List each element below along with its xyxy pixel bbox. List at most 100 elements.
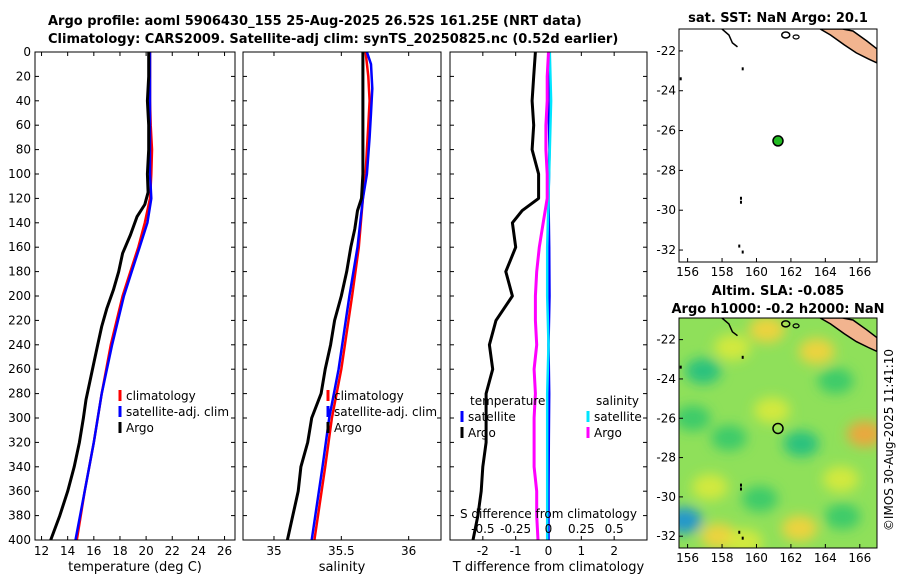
y-tick-label: 40 <box>16 94 31 108</box>
sla-patch <box>714 334 751 361</box>
map-frame <box>678 28 878 263</box>
y-tick-label: 20 <box>16 69 31 83</box>
island-marker <box>741 355 744 359</box>
y-tick-label: 260 <box>8 362 31 376</box>
sla-map-title: Altim. SLA: -0.085 <box>712 284 844 299</box>
lat-tick-label: -28 <box>656 163 676 177</box>
lon-tick-label: 166 <box>848 265 871 279</box>
lon-tick-label: 158 <box>711 265 734 279</box>
island-marker <box>739 200 742 204</box>
lat-tick-label: -32 <box>656 529 676 543</box>
series-line-s-argo <box>532 52 550 540</box>
lat-tick-label: -32 <box>656 243 676 257</box>
x-tick-label: 18 <box>112 544 127 558</box>
island-marker <box>741 67 744 71</box>
legend-label: climatology <box>334 389 404 403</box>
legend-label: satellite-adj. clim <box>126 405 229 419</box>
y-tick-label: 200 <box>8 289 31 303</box>
lat-tick-label: -30 <box>656 490 676 504</box>
x-tick-label: -2 <box>477 544 489 558</box>
y-tick-label: 120 <box>8 191 31 205</box>
lon-tick-label: 162 <box>779 265 802 279</box>
plot-frame <box>34 51 236 541</box>
x-tick-label: 20 <box>138 544 153 558</box>
lon-tick-label: 156 <box>676 265 699 279</box>
island-marker <box>739 483 742 487</box>
x-tick-label: 36 <box>401 544 416 558</box>
sla-patch <box>781 515 818 542</box>
y-tick-label: 340 <box>8 460 31 474</box>
island-marker <box>738 530 741 534</box>
sla-patch <box>798 338 835 365</box>
profile-title: Argo profile: aoml 5906430_155 25-Aug-20… <box>48 14 582 29</box>
y-tick-label: 400 <box>8 533 31 547</box>
lon-tick-label: 158 <box>711 551 734 565</box>
x-tick-label: 12 <box>34 544 49 558</box>
x-axis-label: salinity <box>319 560 366 575</box>
lon-tick-label: 164 <box>814 265 837 279</box>
plot-frame <box>449 51 648 541</box>
sla-field <box>679 318 877 548</box>
sla-patch <box>846 420 877 447</box>
sla-patch <box>726 529 763 548</box>
x-tick-label: -1 <box>510 544 522 558</box>
lon-tick-label: 160 <box>745 551 768 565</box>
sla-patch <box>748 318 785 343</box>
sla-patch <box>685 358 722 385</box>
x-tick-label: 16 <box>86 544 101 558</box>
x-tick-label: 26 <box>217 544 232 558</box>
legend-label: satellite-adj. clim <box>334 405 437 419</box>
series-group <box>285 52 374 540</box>
lat-tick-label: -22 <box>656 44 676 58</box>
lat-tick-label: -26 <box>656 124 676 138</box>
y-tick-label: 80 <box>16 143 31 157</box>
plot-frame <box>242 51 442 541</box>
argo-position-marker <box>772 422 784 435</box>
sla-patch <box>824 503 861 530</box>
lon-tick-label: 156 <box>676 551 699 565</box>
x-tick-label: 0 <box>545 544 553 558</box>
lat-tick-label: -28 <box>656 451 676 465</box>
sla-patch <box>753 397 790 424</box>
x-tick-label: 1 <box>578 544 586 558</box>
secondary-tick-label: 0.25 <box>568 522 595 536</box>
reef-outline <box>792 34 800 40</box>
lon-tick-label: 164 <box>814 551 837 565</box>
sla-patch <box>710 424 747 451</box>
x-axis-label: T difference from climatology <box>452 560 645 575</box>
sla-patch <box>679 405 711 432</box>
island-marker <box>741 536 744 540</box>
lat-tick-label: -30 <box>656 203 676 217</box>
y-tick-label: 100 <box>8 167 31 181</box>
sla-patch <box>741 485 778 512</box>
legend-label: Argo <box>126 421 154 435</box>
sla-patch <box>679 507 703 534</box>
reef-outline <box>721 29 738 48</box>
y-tick-label: 60 <box>16 118 31 132</box>
sla-patch <box>783 430 820 457</box>
legend-label: temperature <box>470 394 545 408</box>
x-tick-label: 22 <box>165 544 180 558</box>
secondary-tick-label: -0.25 <box>500 522 531 536</box>
y-tick-label: 380 <box>8 509 31 523</box>
secondary-tick-label: 0.5 <box>605 522 624 536</box>
lat-tick-label: -26 <box>656 411 676 425</box>
x-axis-label: temperature (deg C) <box>68 560 202 575</box>
y-tick-label: 280 <box>8 387 31 401</box>
secondary-tick-label: -0.5 <box>471 522 494 536</box>
secondary-axis-label: S difference from climatology <box>460 507 637 521</box>
reef-outline <box>780 320 791 328</box>
island-marker <box>739 196 742 200</box>
island-marker <box>739 487 742 491</box>
y-tick-label: 160 <box>8 240 31 254</box>
y-tick-label: 0 <box>23 45 31 59</box>
legend-label: satellite <box>468 410 516 424</box>
x-tick-label: 35 <box>266 544 281 558</box>
land-new-caledonia <box>818 318 877 353</box>
series-line-satellite-adj-clim <box>74 52 153 540</box>
sst-map-title: sat. SST: NaN Argo: 20.1 <box>688 11 868 26</box>
land-new-caledonia <box>818 29 877 64</box>
sla-patch <box>691 474 728 501</box>
map-content <box>679 318 877 548</box>
